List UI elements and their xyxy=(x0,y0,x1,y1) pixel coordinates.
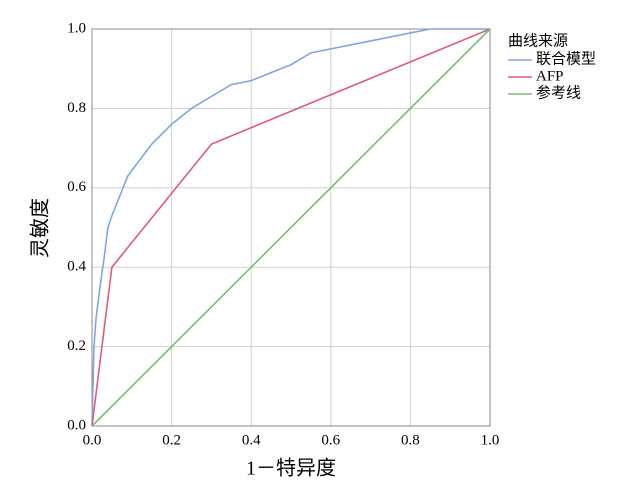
x-tick-label: 0.8 xyxy=(401,432,420,448)
y-tick-label: 0.0 xyxy=(67,417,86,433)
roc-line xyxy=(91,28,490,427)
y-axis-label: 灵敏度 xyxy=(29,198,52,258)
x-tick-label: 1.0 xyxy=(481,432,500,448)
x-tick-label: 0.4 xyxy=(242,432,261,448)
x-tick-label: 0.2 xyxy=(162,432,181,448)
x-tick-label: 0.6 xyxy=(321,432,340,448)
legend-label: 联合模型 xyxy=(536,50,596,67)
plot-border xyxy=(91,28,491,427)
y-tick-label: 0.4 xyxy=(67,259,86,275)
y-tick-label: 0.8 xyxy=(67,100,86,116)
y-tick-label: 0.2 xyxy=(67,338,86,354)
legend-title: 曲线来源 xyxy=(508,32,568,49)
x-tick-label: 0.0 xyxy=(83,432,102,448)
y-tick-label: 0.6 xyxy=(67,179,86,195)
x-axis-label: 1－特异度 xyxy=(246,457,336,480)
legend-label: 参考线 xyxy=(536,84,581,101)
legend-label: AFP xyxy=(536,68,564,84)
roc-line xyxy=(91,28,491,427)
roc-line xyxy=(91,28,491,427)
y-tick-label: 1.0 xyxy=(67,20,86,36)
